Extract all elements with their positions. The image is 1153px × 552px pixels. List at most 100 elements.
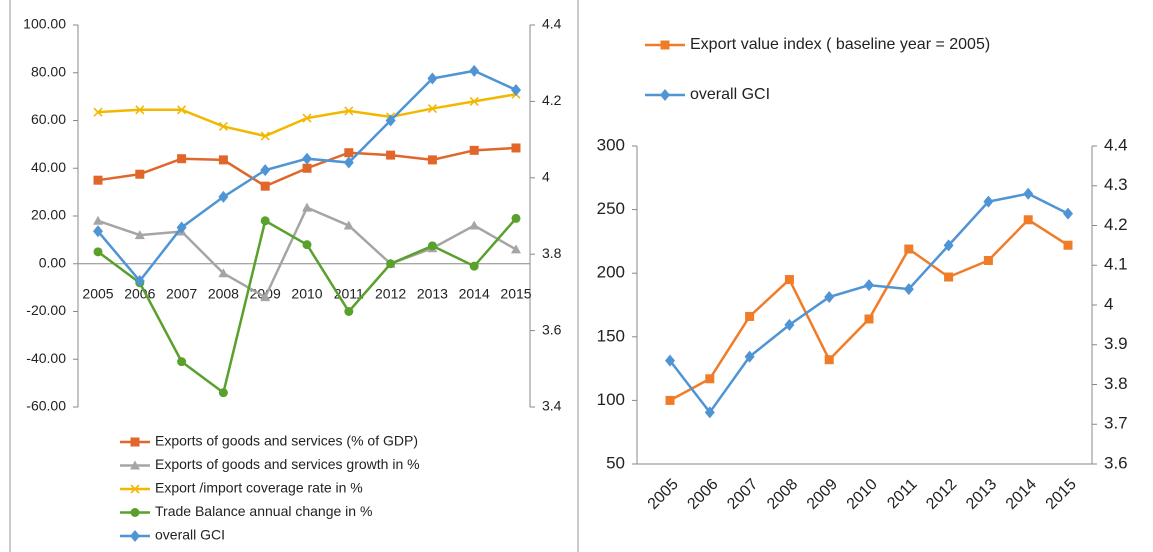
- marker: [302, 202, 312, 212]
- marker: [93, 107, 103, 117]
- y-tick-label: -20.00: [26, 302, 66, 318]
- legend-label: Export value index ( baseline year = 200…: [690, 36, 990, 53]
- series: [93, 143, 521, 191]
- marker: [704, 406, 715, 419]
- y2-tick-label: 3.9: [1104, 334, 1128, 353]
- marker: [93, 225, 103, 238]
- marker: [177, 105, 187, 115]
- legend-marker: [130, 484, 140, 494]
- marker: [1063, 207, 1073, 220]
- marker: [302, 163, 312, 173]
- x-tick-label: 2015: [500, 285, 531, 301]
- marker: [302, 113, 312, 123]
- marker: [135, 169, 145, 179]
- y-tick-label: -60.00: [26, 398, 66, 414]
- legend-label: overall GCI: [155, 527, 225, 543]
- marker: [469, 64, 480, 77]
- marker: [344, 307, 354, 316]
- marker: [427, 155, 437, 165]
- marker: [511, 83, 521, 96]
- marker: [134, 230, 145, 240]
- marker: [469, 96, 479, 106]
- y2-tick-label: 3.8: [542, 245, 562, 261]
- x-tick-label: 2014: [459, 285, 490, 301]
- y2-tick-label: 3.4: [542, 398, 562, 414]
- marker: [177, 154, 187, 164]
- marker: [469, 145, 479, 155]
- y-tick-label: 150: [597, 326, 625, 345]
- marker: [469, 261, 479, 271]
- series: [665, 187, 1073, 419]
- y-tick-label: -40.00: [26, 350, 66, 366]
- y-tick-label: 40.00: [31, 159, 66, 175]
- marker: [343, 220, 354, 230]
- x-tick-label: 2005: [82, 285, 113, 301]
- marker: [260, 131, 270, 141]
- marker: [260, 181, 270, 191]
- x-tick-label: 2006: [124, 285, 155, 301]
- marker: [1023, 187, 1034, 200]
- marker: [983, 255, 993, 265]
- marker: [302, 152, 312, 165]
- marker: [134, 274, 145, 287]
- y2-tick-label: 4.2: [1104, 215, 1128, 234]
- y2-tick-label: 4.2: [542, 92, 562, 108]
- y-tick-label: 250: [597, 199, 625, 218]
- marker: [177, 357, 187, 367]
- marker: [260, 292, 271, 302]
- marker: [943, 239, 954, 252]
- marker: [344, 148, 354, 158]
- marker: [904, 244, 914, 254]
- marker: [427, 103, 437, 114]
- y-tick-label: 100.00: [23, 16, 66, 32]
- marker: [343, 156, 354, 169]
- legend-label: Trade Balance annual change in %: [155, 503, 372, 519]
- marker: [260, 216, 270, 226]
- marker: [864, 279, 874, 292]
- marker: [218, 121, 228, 132]
- y2-tick-label: 3.6: [1104, 453, 1128, 472]
- marker: [705, 374, 715, 384]
- marker: [93, 247, 103, 257]
- marker: [427, 241, 437, 251]
- y2-tick-label: 4: [542, 169, 550, 185]
- y-tick-label: 100: [597, 390, 625, 409]
- marker: [260, 164, 271, 177]
- marker: [135, 105, 145, 115]
- y2-tick-label: 4.3: [1104, 175, 1128, 194]
- y2-tick-label: 3.8: [1104, 374, 1128, 393]
- x-tick-label: 2013: [417, 285, 448, 301]
- y2-tick-label: 4.1: [1104, 255, 1128, 274]
- legend-marker: [130, 530, 140, 542]
- legend-label: Exports of goods and services (% of GDP): [155, 433, 418, 449]
- marker: [386, 259, 396, 269]
- marker: [864, 314, 874, 324]
- marker: [824, 355, 834, 365]
- marker: [469, 220, 480, 230]
- marker: [744, 350, 755, 363]
- marker: [824, 291, 835, 304]
- marker: [176, 221, 187, 234]
- y2-tick-label: 4.4: [542, 16, 562, 32]
- y2-tick-label: 3.7: [1104, 414, 1128, 433]
- legend-marker: [660, 89, 670, 101]
- y-tick-label: 80.00: [31, 63, 66, 79]
- marker: [218, 155, 228, 165]
- marker: [1063, 240, 1073, 250]
- legend-label: overall GCI: [690, 86, 770, 103]
- y-tick-label: 200: [597, 263, 625, 282]
- marker: [745, 311, 755, 321]
- y-tick-label: 300: [597, 135, 625, 154]
- x-tick-label: 2007: [166, 285, 197, 301]
- marker: [511, 143, 521, 153]
- y2-tick-label: 4: [1104, 294, 1113, 313]
- marker: [344, 106, 354, 116]
- legend-label: Exports of goods and services growth in …: [155, 456, 420, 472]
- y-tick-label: 20.00: [31, 207, 66, 223]
- x-tick-label: 2012: [375, 285, 406, 301]
- legend-marker: [130, 508, 140, 517]
- y-tick-label: 50: [606, 453, 625, 472]
- marker: [218, 190, 229, 203]
- series: [93, 213, 521, 398]
- marker: [1023, 215, 1033, 225]
